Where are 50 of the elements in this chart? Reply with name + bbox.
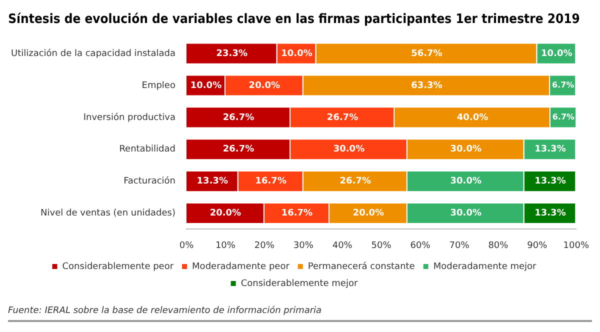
data-label: 40.0% bbox=[456, 112, 488, 123]
data-label: 13.3% bbox=[534, 208, 566, 219]
y-tick-label: Facturación bbox=[124, 176, 176, 187]
x-tick-label: 70% bbox=[449, 240, 470, 251]
data-label: 23.3% bbox=[216, 48, 248, 59]
data-label: 20.0% bbox=[248, 80, 280, 91]
x-tick-label: 100% bbox=[563, 240, 590, 251]
x-tick-label: 80% bbox=[488, 240, 509, 251]
data-label: 30.0% bbox=[450, 176, 482, 187]
data-label: 26.7% bbox=[222, 144, 254, 155]
x-tick-label: 30% bbox=[293, 240, 314, 251]
legend-label: Moderadamente peor bbox=[192, 262, 290, 272]
data-label: 56.7% bbox=[411, 48, 442, 59]
data-label: 30.0% bbox=[333, 144, 365, 155]
data-label: 63.3% bbox=[411, 80, 442, 91]
data-label: 20.0% bbox=[210, 208, 242, 219]
data-label: 30.0% bbox=[450, 208, 482, 219]
source-note: Fuente: IERAL sobre la base de relevamiento de información primaria bbox=[8, 306, 592, 322]
data-label: 30.0% bbox=[450, 144, 482, 155]
legend-label: Considerablemente mejor bbox=[240, 278, 358, 289]
data-label: 26.7% bbox=[340, 176, 372, 187]
legend-label: Considerablemente peor bbox=[62, 262, 174, 272]
data-label: 10.0% bbox=[190, 80, 222, 91]
y-tick-label: Nivel de ventas (en unidades) bbox=[40, 208, 176, 219]
data-label: 10.0% bbox=[541, 48, 572, 59]
y-tick-label: Empleo bbox=[142, 80, 176, 91]
legend-label: Moderadamente mejor bbox=[433, 262, 537, 272]
x-tick-label: 50% bbox=[371, 240, 392, 251]
x-tick-label: 40% bbox=[332, 240, 353, 251]
x-tick-label: 90% bbox=[527, 240, 548, 251]
data-label: 6.7% bbox=[552, 80, 574, 90]
x-tick-label: 10% bbox=[215, 240, 236, 251]
data-label: 20.0% bbox=[352, 208, 384, 219]
y-tick-label: Rentabilidad bbox=[119, 144, 176, 155]
x-tick-label: 20% bbox=[254, 240, 275, 251]
data-label: 16.7% bbox=[281, 208, 313, 219]
x-tick-label: 0% bbox=[179, 240, 194, 251]
chart-title: Síntesis de evolución de variables clave en las firmas participantes 1er trimestre 2019 bbox=[8, 12, 580, 26]
legend-label: Permanecerá constante bbox=[308, 260, 416, 272]
y-tick-label: Inversión productiva bbox=[83, 112, 176, 123]
data-label: 26.7% bbox=[222, 112, 254, 123]
data-label: 13.3% bbox=[196, 176, 228, 187]
data-label: 26.7% bbox=[326, 112, 358, 123]
data-label: 10.0% bbox=[281, 48, 312, 59]
data-label: 6.7% bbox=[552, 112, 575, 122]
x-tick-label: 60% bbox=[410, 240, 431, 251]
data-label: 13.3% bbox=[534, 144, 566, 155]
y-tick-label: Utilización de la capacidad instalada bbox=[10, 48, 176, 59]
data-label: 13.3% bbox=[534, 176, 566, 187]
data-label: 16.7% bbox=[255, 176, 286, 187]
